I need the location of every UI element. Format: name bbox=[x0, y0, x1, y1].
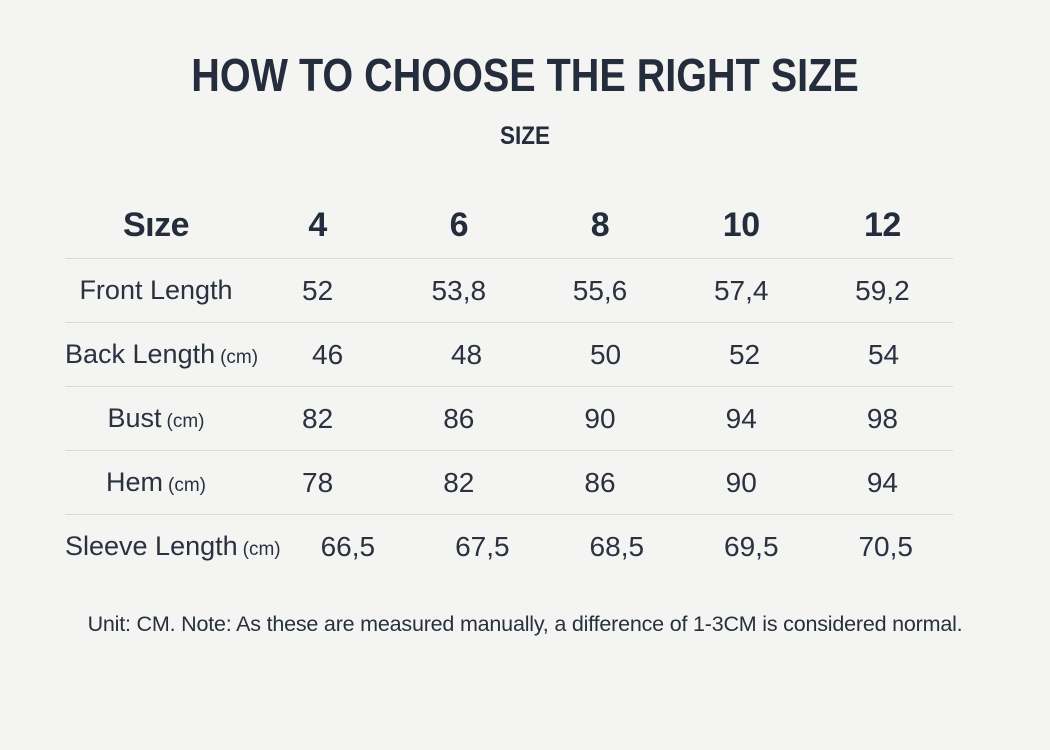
row-label-text: Hem bbox=[106, 467, 164, 498]
cell-value: 86 bbox=[443, 402, 475, 434]
cell-value: 55,6 bbox=[572, 274, 628, 306]
row-label: Hem (cm) bbox=[65, 467, 247, 498]
size-table: Sıze 4 6 8 10 12 Front Length 52 53,8 55… bbox=[65, 192, 953, 578]
column-header-4: 4 bbox=[308, 205, 327, 244]
row-unit: (cm) bbox=[168, 475, 206, 497]
cell-value: 59,2 bbox=[855, 274, 910, 306]
table-row-bust: Bust (cm) 82 86 90 94 98 bbox=[65, 386, 953, 450]
row-label-text: Sleeve Length bbox=[65, 531, 238, 562]
cell-value: 52 bbox=[302, 274, 334, 306]
row-unit: (cm) bbox=[220, 347, 259, 369]
page-title: HOW TO CHOOSE THE RIGHT SIZE bbox=[191, 49, 859, 101]
cell-value: 90 bbox=[584, 402, 616, 434]
cell-value: 46 bbox=[312, 338, 344, 370]
row-label-text: Back Length bbox=[65, 339, 216, 370]
column-header-10: 10 bbox=[722, 205, 760, 244]
table-row-back-length: Back Length (cm) 46 48 50 52 54 bbox=[65, 322, 953, 386]
cell-value: 90 bbox=[725, 466, 757, 498]
cell-value: 54 bbox=[867, 338, 900, 370]
note-text: Unit: CM. Note: As these are measured ma… bbox=[87, 612, 963, 637]
row-label-text: Bust bbox=[107, 403, 162, 434]
cell-value: 98 bbox=[866, 402, 898, 434]
row-label: Front Length bbox=[65, 275, 247, 306]
column-header-12: 12 bbox=[864, 205, 901, 244]
cell-value: 82 bbox=[302, 402, 334, 434]
table-row-sleeve-length: Sleeve Length (cm) 66,5 67,5 68,5 69,5 70… bbox=[65, 514, 953, 578]
table-row-hem: Hem (cm) 78 82 86 90 94 bbox=[65, 450, 953, 514]
table-row-front-length: Front Length 52 53,8 55,6 57,4 59,2 bbox=[65, 258, 953, 322]
cell-value: 50 bbox=[589, 338, 622, 370]
row-unit: (cm) bbox=[242, 539, 281, 561]
cell-value: 94 bbox=[866, 466, 898, 498]
cell-value: 78 bbox=[302, 466, 334, 498]
cell-value: 68,5 bbox=[589, 530, 645, 562]
row-label: Bust (cm) bbox=[65, 403, 247, 434]
cell-value: 94 bbox=[725, 402, 757, 434]
row-label: Back Length (cm) bbox=[65, 339, 258, 370]
cell-value: 66,5 bbox=[320, 530, 376, 562]
cell-value: 70,5 bbox=[858, 530, 913, 562]
cell-value: 57,4 bbox=[713, 274, 769, 306]
cell-value: 86 bbox=[584, 466, 616, 498]
column-header-size: Sıze bbox=[122, 205, 190, 244]
row-label: Sleeve Length (cm) bbox=[65, 531, 281, 562]
row-unit: (cm) bbox=[166, 411, 205, 433]
size-guide-page: HOW TO CHOOSE THE RIGHT SIZE SIZE Sıze 4… bbox=[0, 50, 1050, 750]
page-subtitle: SIZE bbox=[499, 121, 551, 150]
column-header-6: 6 bbox=[449, 205, 469, 244]
cell-value: 82 bbox=[443, 466, 475, 498]
cell-value: 52 bbox=[728, 338, 761, 370]
cell-value: 53,8 bbox=[431, 274, 487, 306]
column-header-8: 8 bbox=[590, 205, 610, 244]
cell-value: 69,5 bbox=[724, 530, 779, 562]
row-label-text: Front Length bbox=[79, 275, 233, 306]
table-header-row: Sıze 4 6 8 10 12 bbox=[65, 192, 953, 258]
cell-value: 67,5 bbox=[455, 530, 510, 562]
cell-value: 48 bbox=[450, 338, 483, 370]
